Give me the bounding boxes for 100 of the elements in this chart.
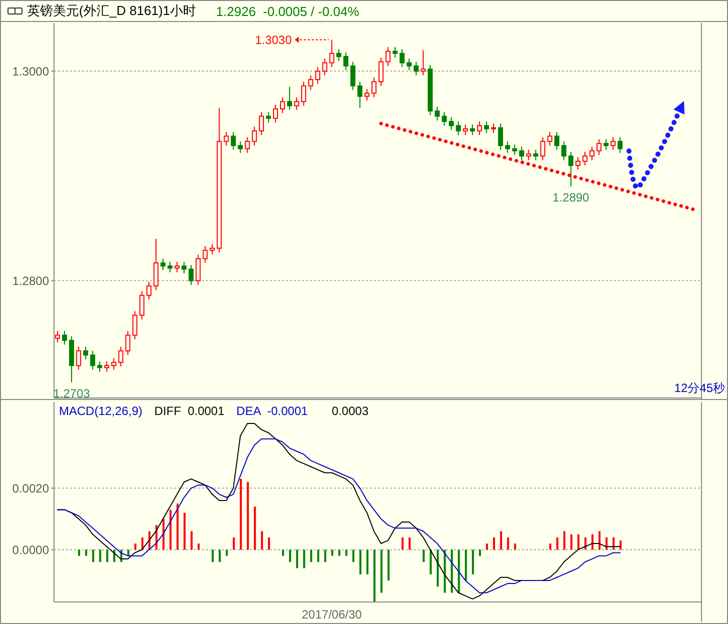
candlestick [618,136,623,154]
candlestick [386,46,391,66]
bar [598,531,601,550]
candlestick [491,123,496,134]
bar [303,550,306,568]
candlestick [526,149,532,161]
candlestick [230,131,236,150]
candlestick [83,346,88,360]
y-tick-label: 1.2800 [12,274,50,288]
candlestick [252,126,257,146]
bar [450,550,453,593]
annotation: 12分45秒 [674,380,725,397]
bar [198,544,200,550]
bar [591,534,594,550]
candlestick [596,138,602,156]
candlestick [456,120,461,136]
candlestick [420,50,426,76]
candlestick [392,46,398,58]
candlestick [238,140,243,154]
bar [162,518,164,550]
bar [606,537,608,550]
candlestick [434,106,440,121]
candlestick [160,258,166,271]
candlestick [364,88,370,102]
bar [444,550,446,593]
chart-title: MACD(12,26,9) [59,404,142,418]
candlestick [414,61,419,76]
candlestick [357,81,362,108]
candlestick [118,346,124,368]
bar [478,550,481,556]
bar [430,550,432,574]
bar [458,550,460,593]
bar [402,537,404,550]
bar [366,550,368,574]
candlestick [139,290,144,320]
bar [218,550,221,562]
candlestick [575,156,580,170]
candlestick [224,131,229,146]
annotation: 1.2890 [552,190,590,204]
bar [106,550,108,562]
bar [260,531,263,550]
candlestick [470,124,475,136]
y-tick-label: 1.3000 [12,64,50,78]
bar [289,550,292,562]
candlestick [125,330,130,356]
bar [500,531,502,550]
candlestick [287,86,292,110]
bar [226,550,228,556]
candlestick [62,330,68,346]
bar [507,537,510,550]
bar [85,550,88,556]
candlestick [343,52,348,71]
bar [324,550,326,562]
candlestick [90,350,96,370]
candlestick [168,261,173,273]
annotation: -0.0001 [267,404,308,418]
candlestick [301,81,306,106]
candlestick [280,96,286,114]
bar [212,550,214,562]
candlestick [371,76,376,98]
candlestick [476,120,482,136]
candlestick [132,310,138,340]
candlestick [505,140,510,154]
candlestick [196,254,201,286]
candlestick [294,96,300,110]
candlestick [533,149,538,161]
bar [345,550,348,556]
bar [296,550,298,568]
bar [254,506,256,550]
candlestick [76,346,82,370]
candlestick [273,104,278,124]
candlestick [554,131,560,150]
chart-subtitle: 1.2926 -0.0005 / -0.04% [216,4,360,18]
bar [78,550,80,556]
candlestick [308,74,314,91]
candlestick [153,238,158,291]
candlestick [258,112,264,136]
candlestick [210,244,215,255]
bar [472,550,474,574]
bar [99,550,102,562]
bar [240,478,242,550]
bar [577,534,580,550]
bar [563,531,566,550]
candlestick [604,138,609,150]
bar [352,550,354,562]
candlestick [322,58,328,76]
bar [436,550,439,587]
bar [556,537,558,550]
candlestick [610,136,616,150]
candlestick [448,116,454,130]
candlestick [244,136,250,154]
candlestick [462,124,468,136]
candlestick [315,66,320,84]
bar [373,550,376,602]
candlestick [202,246,208,264]
candlestick [498,123,504,150]
candlestick [55,330,60,343]
bar [408,537,411,550]
bar [388,550,390,580]
candlestick [561,140,566,161]
